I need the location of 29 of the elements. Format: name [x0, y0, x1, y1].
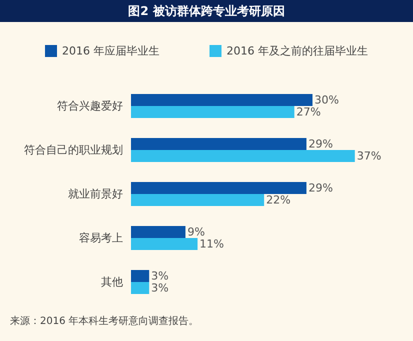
- bar: [131, 270, 150, 282]
- legend-label: 2016 年应届毕业生: [62, 44, 160, 58]
- bar: [131, 94, 312, 106]
- bar: [131, 106, 294, 118]
- y-tick-label: 就业前景好: [68, 188, 123, 200]
- bar: [131, 182, 306, 194]
- data-label: 3%: [151, 282, 169, 294]
- bar: [131, 194, 264, 206]
- y-tick-label: 容易考上: [79, 232, 123, 244]
- y-tick-label: 符合兴趣爱好: [57, 100, 123, 112]
- bar: [131, 282, 150, 294]
- data-label: 30%: [314, 94, 339, 106]
- chart-title: 图2 被访群体跨专业考研原因: [0, 0, 413, 22]
- y-tick-label: 符合自己的职业规划: [24, 144, 123, 156]
- data-label: 11%: [200, 238, 224, 250]
- bar: [131, 150, 355, 162]
- data-label: 29%: [308, 138, 333, 150]
- legend-label: 2016 年及之前的往届毕业生: [226, 44, 368, 58]
- data-label: 27%: [296, 106, 321, 118]
- bar: [131, 226, 186, 238]
- y-tick-label: 其他: [101, 276, 123, 288]
- data-label: 9%: [187, 226, 205, 238]
- source-note: 来源：2016 年本科生考研意向调查报告。: [10, 314, 199, 328]
- bar: [131, 238, 198, 250]
- data-label: 29%: [308, 182, 333, 194]
- data-label: 3%: [151, 270, 169, 282]
- bar: [131, 138, 306, 150]
- data-label: 22%: [266, 194, 291, 206]
- data-label: 37%: [356, 150, 382, 162]
